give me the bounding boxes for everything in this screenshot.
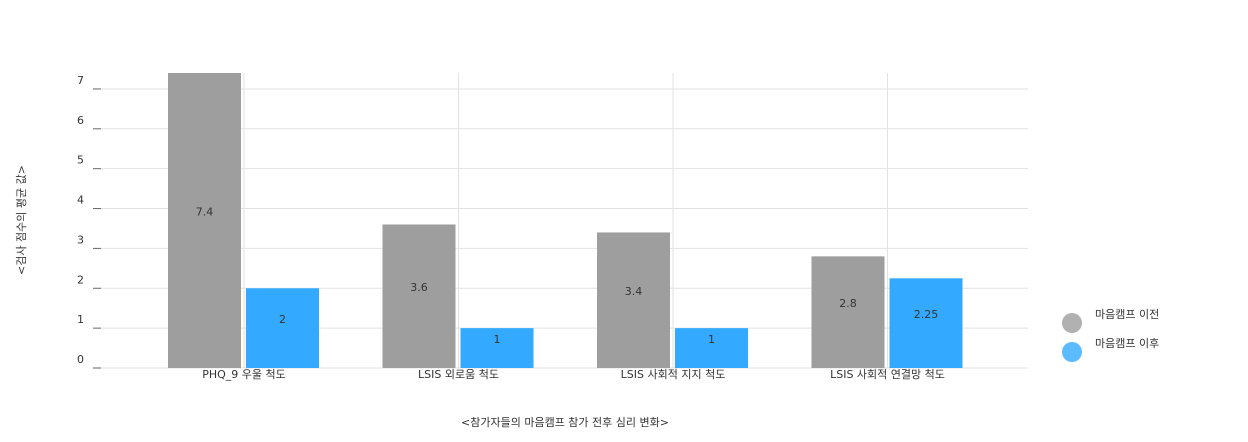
y-tick-label: 3	[77, 233, 84, 246]
x-tick-label: LSIS 외로움 척도	[418, 368, 499, 381]
x-tick-label: PHQ_9 우울 척도	[202, 368, 286, 381]
legend-label: 마음캠프 이후	[1095, 337, 1159, 350]
value-label: 3.6	[410, 281, 428, 294]
y-tick-label: 5	[77, 154, 84, 167]
y-tick-label: 1	[77, 313, 84, 326]
value-label: 2.25	[914, 308, 939, 321]
y-tick-label: 2	[77, 273, 84, 286]
y-tick-label: 4	[77, 194, 84, 207]
bar	[460, 328, 534, 368]
legend-label: 마음캠프 이전	[1095, 308, 1159, 321]
bar	[675, 328, 748, 368]
value-label: 3.4	[625, 285, 643, 298]
value-label: 7.4	[196, 206, 214, 219]
legend-marker	[1062, 342, 1082, 362]
legend-marker	[1062, 313, 1082, 333]
x-tick-label: LSIS 사회적 연결망 척도	[830, 368, 945, 381]
bar	[597, 232, 670, 368]
value-label: 1	[708, 333, 715, 346]
x-tick-label: LSIS 사회적 지지 척도	[621, 368, 726, 381]
bar	[246, 288, 319, 368]
value-label: 2.8	[839, 297, 857, 310]
y-tick-label: 6	[77, 114, 84, 127]
value-label: 1	[494, 333, 501, 346]
x-axis-title: <참가자들의 마음캠프 참가 전후 심리 변화>	[461, 416, 669, 429]
y-tick-label: 7	[77, 74, 84, 87]
bar	[382, 224, 456, 368]
y-axis-title: <검사 점수의 평균 값>	[15, 165, 28, 275]
bar	[168, 73, 241, 368]
y-tick-label: 0	[77, 353, 84, 366]
bar	[811, 256, 885, 368]
bar	[889, 278, 963, 368]
value-label: 2	[279, 313, 286, 326]
